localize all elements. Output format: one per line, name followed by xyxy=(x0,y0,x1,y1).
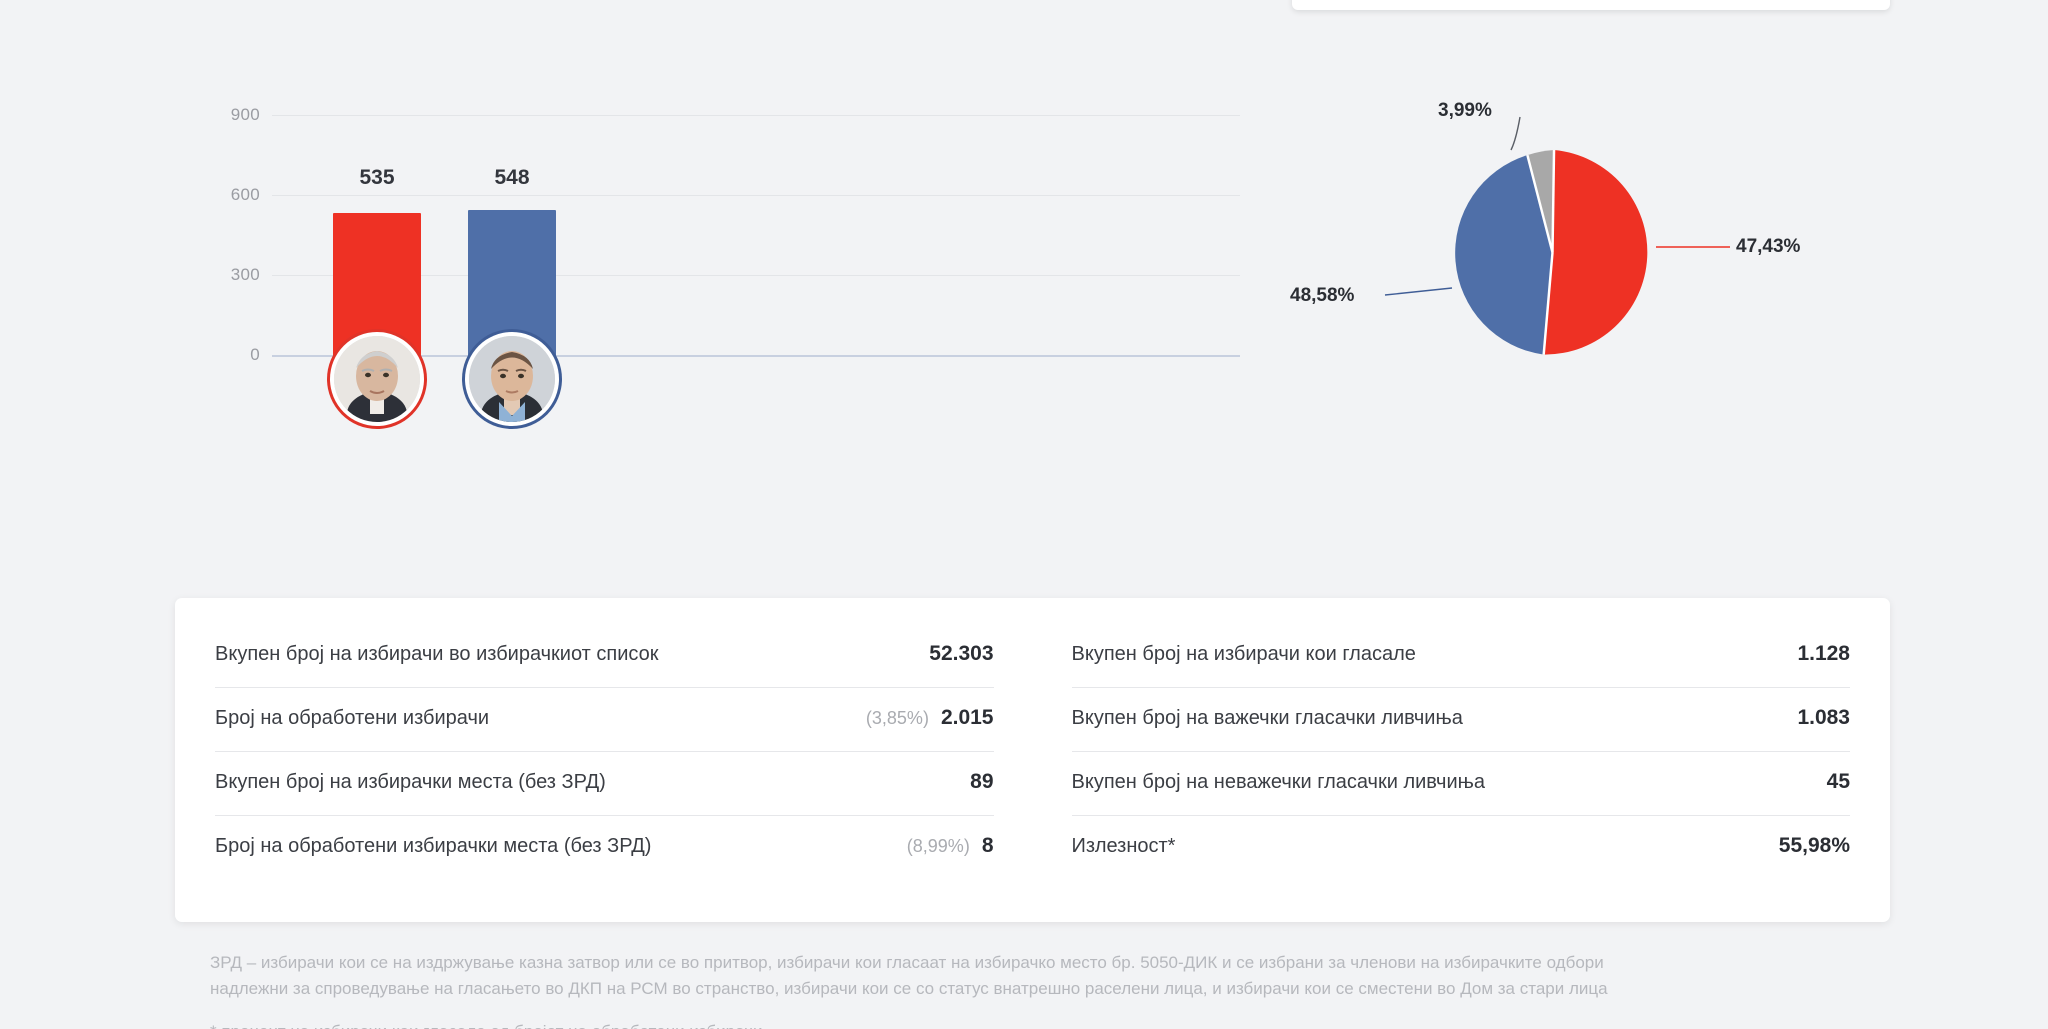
stat-percent: (3,85%) xyxy=(865,708,929,728)
bar-candidate-1[interactable] xyxy=(333,213,421,356)
stat-value-group: 1.128 xyxy=(1785,642,1850,666)
stat-label: Вкупен број на важечки гласачки ливчиња xyxy=(1071,707,1463,729)
stat-row-total-polling-stations: Вкупен број на избирачки места (без ЗРД)… xyxy=(215,752,994,816)
footnote-asterisk: * процент на избирачи кои гласале од бро… xyxy=(210,1019,1860,1029)
axis-baseline xyxy=(272,355,1240,357)
pie-label-blue: 48,58% xyxy=(1290,285,1355,306)
avatar-candidate-1[interactable] xyxy=(334,336,420,422)
pie-label-gray: 3,99% xyxy=(1438,100,1492,121)
footnote-zrd-line-2: надлежни за спроведување на гласањето во… xyxy=(210,979,1608,999)
stat-value-group: 1.083 xyxy=(1785,706,1850,730)
stat-value: 55,98% xyxy=(1778,834,1850,857)
y-axis-tick-900: 900 xyxy=(230,105,260,124)
pie-slice-red[interactable] xyxy=(1543,150,1648,355)
y-axis-tick-0: 0 xyxy=(250,345,260,364)
stat-label: Број на обработени избирачи xyxy=(215,707,490,729)
stat-percent: (8,99%) xyxy=(906,836,970,856)
stat-label: Број на обработени избирачки места (без … xyxy=(215,835,652,857)
stat-row-processed-voters: Број на обработени избирачи (3,85%) 2.01… xyxy=(215,688,994,752)
stats-column-left: Вкупен број на избирачи во избирачкиот с… xyxy=(215,624,994,902)
bar-value-candidate-2: 548 xyxy=(494,166,530,189)
top-card-fragment xyxy=(1292,0,1890,10)
stat-value: 1.083 xyxy=(1797,706,1850,729)
bar-chart: 900 600 300 0 535 548 xyxy=(150,90,1250,470)
y-axis-tick-300: 300 xyxy=(230,265,260,284)
footnote-zrd-line-1: ЗРД – избирачи кои се на издржување казн… xyxy=(210,953,1604,972)
avatar-candidate-2[interactable] xyxy=(469,336,555,422)
pie-slice-blue[interactable] xyxy=(1455,155,1553,355)
pie-svg[interactable] xyxy=(1450,150,1655,355)
stat-row-invalid-ballots: Вкупен број на неважечки гласачки ливчињ… xyxy=(1071,752,1850,816)
stat-row-voters-who-voted: Вкупен број на избирачи кои гласале 1.12… xyxy=(1071,624,1850,688)
stat-value: 2.015 xyxy=(940,706,994,729)
stat-value: 52.303 xyxy=(929,642,994,665)
stat-label: Вкупен број на избирачи во избирачкиот с… xyxy=(215,643,659,665)
stat-row-total-voters: Вкупен број на избирачи во избирачкиот с… xyxy=(215,624,994,688)
bar-candidate-2[interactable] xyxy=(468,210,556,356)
stat-value-group: 55,98% xyxy=(1767,834,1850,858)
candidate-2-photo xyxy=(469,336,555,422)
stat-row-valid-ballots: Вкупен број на важечки гласачки ливчиња … xyxy=(1071,688,1850,752)
stat-value: 1.128 xyxy=(1797,642,1850,665)
stats-card: Вкупен број на избирачи во избирачкиот с… xyxy=(175,598,1890,922)
stat-value-group: 52.303 xyxy=(917,642,993,666)
pie-chart: 3,99% 47,43% 48,58% xyxy=(1280,95,1920,425)
stat-label: Вкупен број на избирачки места (без ЗРД) xyxy=(215,771,606,793)
gridline-300 xyxy=(272,275,1240,276)
stat-row-processed-polling-stations: Број на обработени избирачки места (без … xyxy=(215,816,994,880)
y-axis-tick-600: 600 xyxy=(230,185,260,204)
pie-leader-lines xyxy=(1384,116,1730,296)
pie-label-red: 47,43% xyxy=(1736,236,1801,257)
bar-chart-y-axis: 900 600 300 0 xyxy=(150,90,260,470)
stat-row-turnout: Излезност* 55,98% xyxy=(1072,816,1851,880)
stat-label: Вкупен број на неважечки гласачки ливчињ… xyxy=(1071,771,1486,793)
stat-label: Излезност* xyxy=(1071,835,1176,857)
gridline-600 xyxy=(272,195,1240,196)
stat-value-group: 45 xyxy=(1815,770,1850,794)
bar-value-candidate-1: 535 xyxy=(359,166,395,189)
stat-value-group: (8,99%) 8 xyxy=(907,834,994,858)
candidate-1-photo xyxy=(334,336,420,422)
stat-value: 45 xyxy=(1826,770,1850,793)
stat-value-group: (3,85%) 2.015 xyxy=(866,706,994,730)
footnotes: ЗРД – избирачи кои се на издржување казн… xyxy=(210,950,1860,1029)
pie-slice-gray[interactable] xyxy=(1527,150,1555,253)
stats-column-right: Вкупен број на избирачи кои гласале 1.12… xyxy=(1071,624,1851,902)
stat-value: 89 xyxy=(970,770,994,793)
gridline-900 xyxy=(272,115,1240,116)
stat-value: 8 xyxy=(981,834,994,857)
stat-value-group: 89 xyxy=(958,770,993,794)
stat-label: Вкупен број на избирачи кои гласале xyxy=(1071,643,1416,665)
